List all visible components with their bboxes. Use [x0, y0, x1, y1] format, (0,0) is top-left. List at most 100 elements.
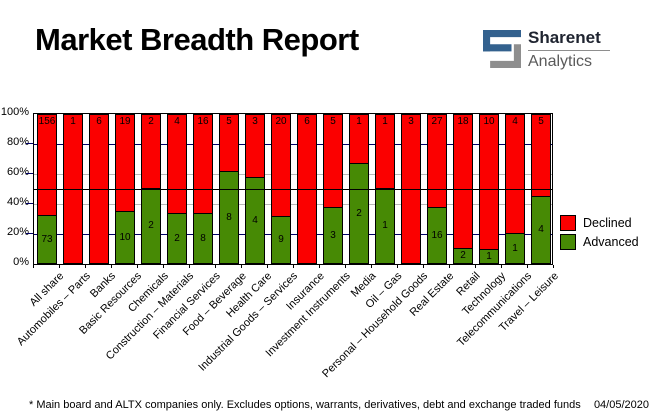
bar-advanced-segment: 9 — [271, 216, 291, 264]
advanced-count-label: 2 — [356, 207, 362, 219]
x-tick-mark — [501, 265, 502, 268]
bar-declined-segment: 4 — [167, 114, 187, 214]
declined-count-label: 20 — [275, 116, 287, 127]
brand-text: Sharenet Analytics — [528, 28, 610, 71]
declined-count-label: 3 — [408, 116, 414, 127]
advanced-count-label: 1 — [512, 242, 518, 254]
declined-count-label: 1 — [356, 116, 362, 127]
bar-advanced-segment: 4 — [531, 196, 551, 264]
declined-count-label: 5 — [226, 116, 232, 127]
bar-advanced-segment: 1 — [479, 249, 499, 264]
bar-advanced-segment: 16 — [427, 207, 447, 264]
bar-declined-segment: 2 — [141, 114, 161, 189]
bar-advanced-segment: 1 — [375, 188, 395, 264]
advanced-swatch — [560, 234, 576, 250]
declined-count-label: 5 — [330, 116, 336, 127]
x-tick-mark — [189, 265, 190, 268]
bar-advanced-segment: 10 — [115, 211, 135, 264]
brand-name: Sharenet — [528, 28, 601, 47]
bar-declined-segment: 156 — [37, 114, 57, 216]
x-tick-mark — [85, 265, 86, 268]
declined-count-label: 4 — [512, 116, 518, 127]
declined-count-label: 10 — [483, 116, 495, 127]
x-tick-mark — [215, 265, 216, 268]
y-tick-mark — [26, 173, 33, 174]
bar-All share: 156 73 — [37, 114, 57, 264]
y-tick-mark — [26, 203, 33, 204]
plot-area: 156 73 1 6 19 10 2 2 4 2 16 8 5 8 3 4 20 9 6 5 3 1 2 1 1 3 27 16 18 2… — [33, 113, 553, 265]
y-tick-mark — [26, 143, 33, 144]
bar-Health Care: 34 — [245, 114, 265, 264]
market-breadth-chart: 156 73 1 6 19 10 2 2 4 2 16 8 5 8 3 4 20 9 6 5 3 1 2 1 1 3 27 16 18 2… — [0, 100, 655, 400]
bar-advanced-segment: 2 — [349, 163, 369, 264]
x-tick-mark — [423, 265, 424, 268]
bar-declined-segment: 5 — [219, 114, 239, 172]
advanced-count-label: 1 — [486, 250, 492, 262]
y-tick-label: 40% — [6, 196, 29, 208]
bar-advanced-segment: 73 — [37, 215, 57, 264]
x-tick-mark — [293, 265, 294, 268]
bar-declined-segment: 19 — [115, 114, 135, 212]
bar-Technology: 10 1 — [479, 114, 499, 264]
bar-declined-segment: 18 — [453, 114, 473, 249]
advanced-count-label: 2 — [148, 220, 154, 231]
declined-count-label: 18 — [457, 116, 469, 127]
bar-advanced-segment: 8 — [193, 213, 213, 264]
x-tick-mark — [319, 265, 320, 268]
declined-count-label: 1 — [70, 116, 76, 127]
advanced-count-label: 16 — [431, 229, 443, 241]
bar-declined-segment: 5 — [323, 114, 343, 208]
advanced-count-label: 9 — [278, 234, 284, 245]
advanced-count-label: 4 — [538, 224, 544, 235]
bar-Oil – Gas: 11 — [375, 114, 395, 264]
bar-declined-segment: 10 — [479, 114, 499, 250]
legend-item-declined: Declined — [560, 215, 639, 231]
gridline-20 — [34, 234, 552, 235]
declined-count-label: 27 — [431, 116, 443, 127]
y-tick-label: 60% — [6, 166, 29, 178]
page-title: Market Breadth Report — [35, 22, 359, 57]
x-tick-mark — [59, 265, 60, 268]
bar-advanced-segment: 1 — [505, 233, 525, 264]
bar-declined-segment: 20 — [271, 114, 291, 217]
x-tick-mark — [449, 265, 450, 268]
advanced-count-label: 8 — [200, 232, 206, 244]
chart-legend: Declined Advanced — [560, 215, 639, 253]
bar-declined-segment: 3 — [245, 114, 265, 178]
y-tick-label: 0% — [13, 256, 29, 268]
x-tick-mark — [475, 265, 476, 268]
bar-declined-segment: 16 — [193, 114, 213, 214]
bar-Industrial Goods – Services: 20 9 — [271, 114, 291, 264]
bar-declined-segment: 4 — [505, 114, 525, 234]
y-tick-label: 100% — [0, 106, 29, 118]
bar-declined-segment: 5 — [531, 114, 551, 197]
declined-count-label: 2 — [148, 116, 154, 127]
bar-advanced-segment: 2 — [167, 213, 187, 264]
x-tick-mark — [345, 265, 346, 268]
legend-label-declined: Declined — [583, 216, 632, 230]
bar-Travel – Leisure: 54 — [531, 114, 551, 264]
declined-count-label: 156 — [38, 116, 56, 127]
bar-Investment Instruments: 53 — [323, 114, 343, 264]
x-tick-mark — [163, 265, 164, 268]
gridline-40 — [34, 204, 552, 205]
declined-count-label: 1 — [382, 116, 388, 127]
legend-item-advanced: Advanced — [560, 234, 639, 250]
x-tick-mark — [371, 265, 372, 268]
bar-advanced-segment: 2 — [141, 188, 161, 264]
advanced-count-label: 4 — [252, 214, 258, 226]
declined-count-label: 4 — [174, 116, 180, 127]
legend-label-advanced: Advanced — [583, 235, 639, 249]
advanced-count-label: 8 — [226, 211, 232, 223]
bar-Food – Beverage: 58 — [219, 114, 239, 264]
x-tick-mark — [527, 265, 528, 268]
bar-advanced-segment: 8 — [219, 171, 239, 264]
x-tick-mark — [241, 265, 242, 268]
advanced-count-label: 2 — [460, 250, 466, 261]
declined-count-label: 3 — [252, 116, 258, 127]
bar-advanced-segment: 2 — [453, 248, 473, 264]
advanced-count-label: 73 — [41, 233, 53, 245]
declined-count-label: 6 — [304, 116, 310, 127]
